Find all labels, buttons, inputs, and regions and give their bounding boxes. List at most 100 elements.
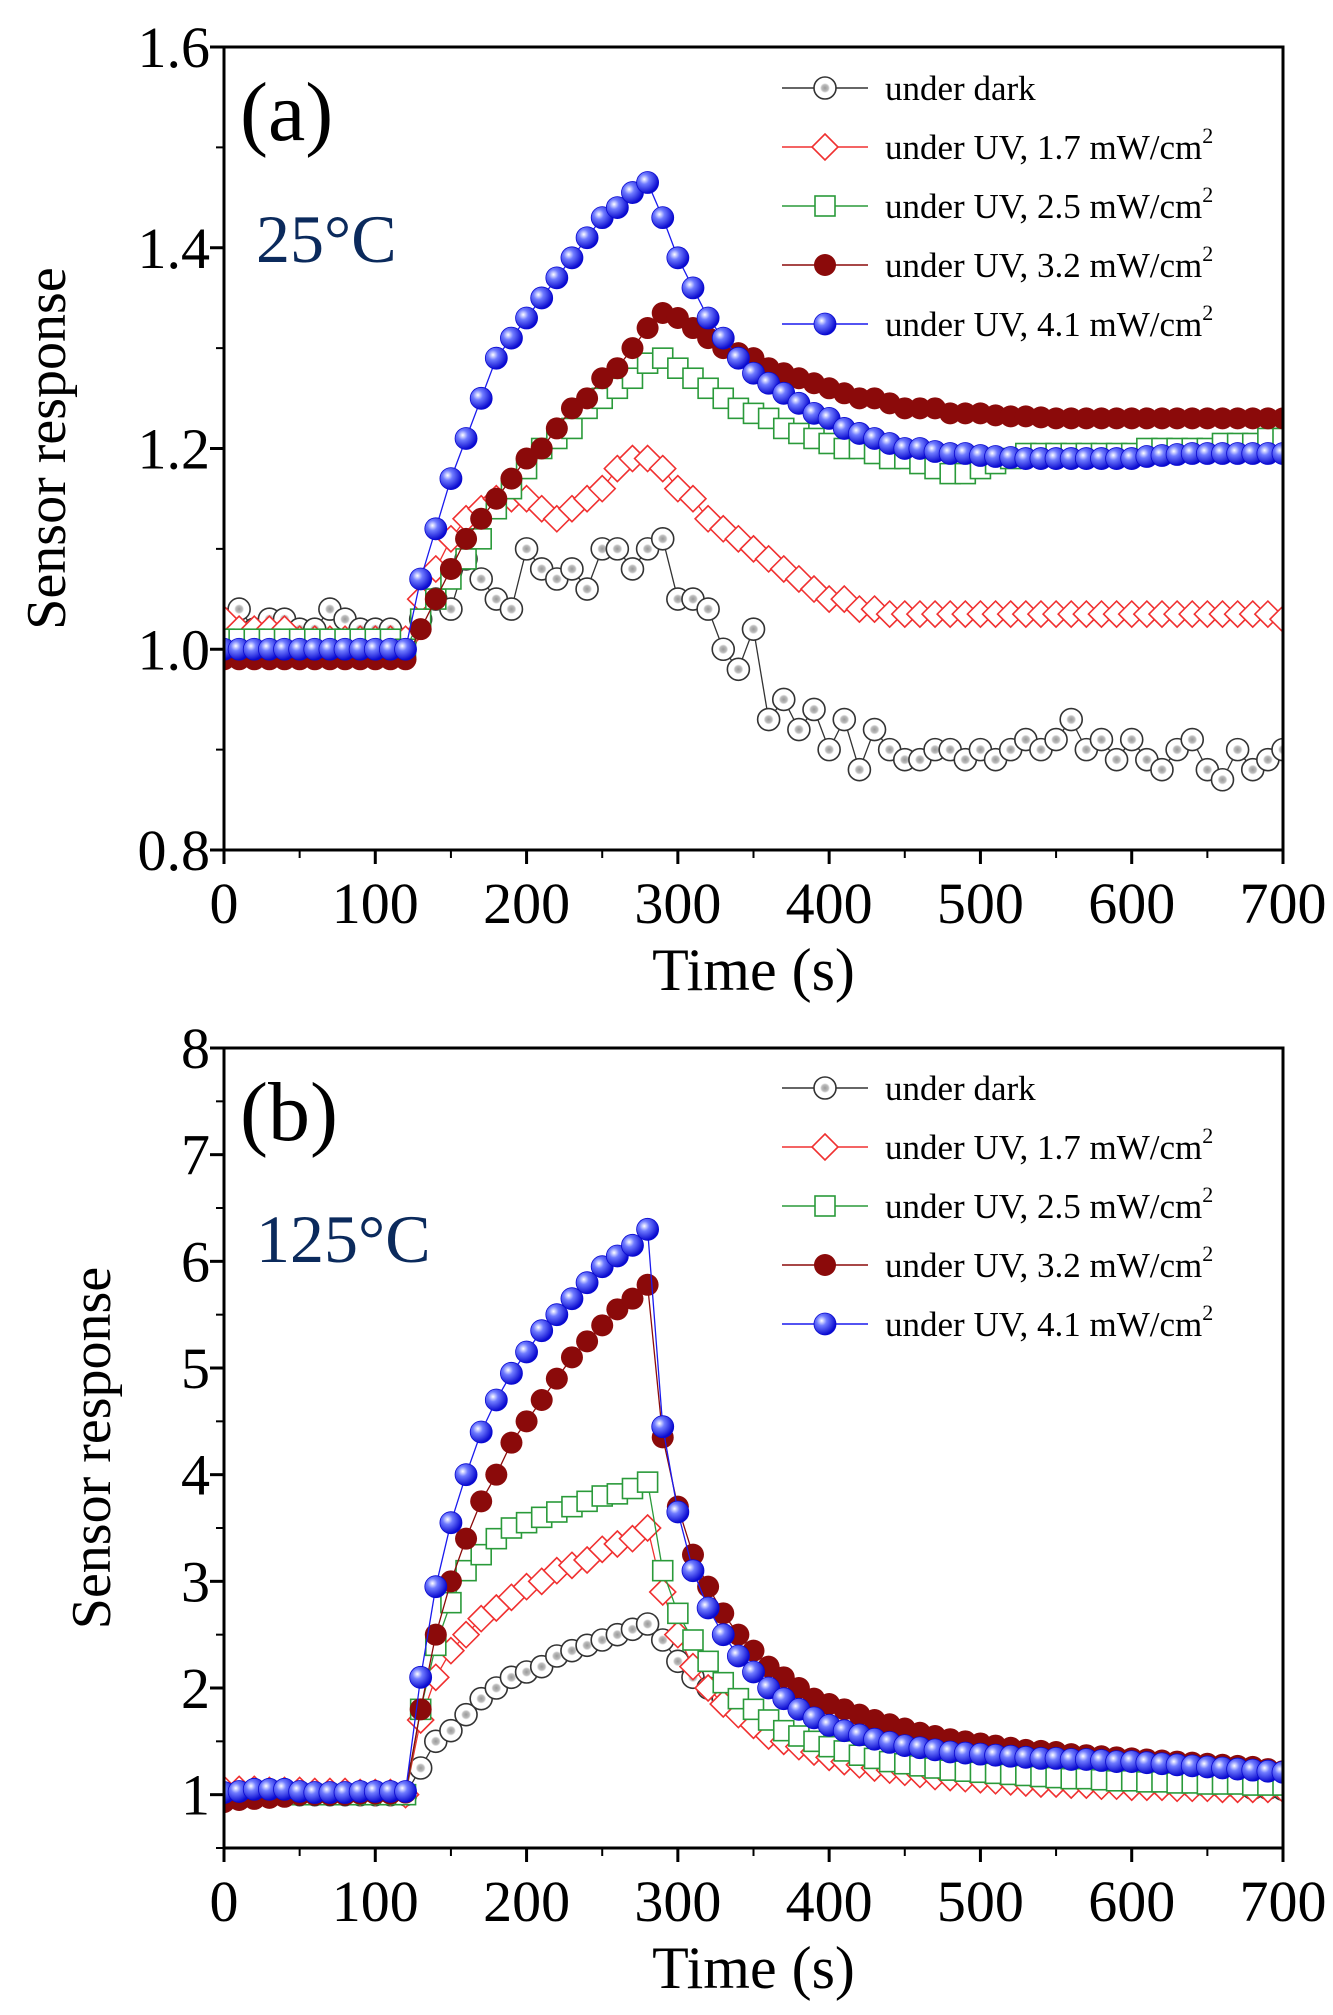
- data-point-circle: [409, 1698, 432, 1721]
- data-point-open-circle: [862, 717, 887, 742]
- legend-label: under UV, 4.1 mW/cm2: [885, 300, 1213, 344]
- data-point-circle: [908, 397, 931, 420]
- legend-label: under UV, 3.2 mW/cm2: [885, 1241, 1213, 1285]
- legend-label: under dark: [885, 1069, 1036, 1108]
- data-point-diamond: [1268, 605, 1283, 634]
- data-point-circle: [814, 254, 836, 276]
- data-point-circle: [485, 1463, 508, 1486]
- data-point-diamond: [648, 1577, 677, 1607]
- series-4: [224, 171, 1283, 661]
- data-point-open-circle: [1271, 737, 1283, 762]
- data-point-sphere: [711, 326, 735, 350]
- legend-item: under UV, 2.5 mW/cm2: [782, 1182, 1213, 1226]
- x-tick-label: 400: [786, 1869, 873, 1934]
- x-tick-label: 100: [332, 1869, 419, 1934]
- legend-item: under dark: [782, 1069, 1036, 1108]
- data-point-diamond: [588, 474, 617, 503]
- y-tick-label: 6: [181, 1229, 210, 1294]
- data-point-circle: [530, 437, 553, 460]
- data-point-sphere: [515, 306, 538, 330]
- data-point-square: [1272, 427, 1283, 450]
- y-tick-label: 4: [181, 1443, 210, 1508]
- data-point-circle: [1105, 407, 1128, 430]
- data-point-open-circle: [514, 537, 539, 561]
- data-point-circle: [999, 405, 1022, 428]
- data-point-circle: [939, 402, 962, 425]
- series-4: [224, 1217, 1283, 1804]
- data-point-circle: [1256, 407, 1279, 430]
- legend: under dark under UV, 1.7 mW/cm2 under UV, …: [782, 1069, 1213, 1344]
- data-point-sphere: [530, 286, 554, 310]
- data-point-diamond: [678, 484, 708, 513]
- data-point-open-circle: [813, 76, 837, 100]
- data-point-sphere: [726, 346, 750, 370]
- panel-label: (a): [240, 66, 333, 159]
- data-point-square: [814, 1195, 836, 1217]
- legend-item: under dark: [782, 69, 1036, 108]
- legend-item: under UV, 2.5 mW/cm2: [782, 182, 1213, 226]
- data-point-diamond: [224, 605, 239, 634]
- data-point-sphere: [666, 246, 690, 270]
- data-point-square: [455, 1559, 477, 1582]
- data-point-circle: [1241, 407, 1264, 430]
- x-axis-label: Time (s): [652, 1935, 855, 2001]
- data-point-open-circle: [560, 557, 584, 581]
- legend-item: under UV, 1.7 mW/cm2: [782, 123, 1213, 167]
- data-point-square: [1272, 1774, 1283, 1796]
- data-point-circle: [814, 1254, 836, 1276]
- temperature-annotation: 125°C: [256, 1201, 431, 1277]
- data-point-circle: [424, 1623, 447, 1646]
- data-point-circle: [485, 487, 508, 510]
- data-point-circle: [576, 387, 599, 410]
- data-point-sphere: [484, 1388, 508, 1412]
- data-point-square: [667, 1602, 689, 1625]
- data-point-sphere: [469, 386, 493, 410]
- data-point-sphere: [575, 1271, 599, 1295]
- data-point-circle: [954, 402, 977, 425]
- legend-superscript: 2: [1202, 123, 1213, 148]
- data-point-open-circle: [726, 657, 751, 682]
- data-point-sphere: [394, 1780, 417, 1803]
- data-point-sphere: [605, 196, 629, 220]
- data-point-circle: [697, 1575, 720, 1598]
- data-point-open-circle: [832, 707, 857, 732]
- data-point-sphere: [454, 427, 478, 450]
- x-tick-label: 0: [210, 871, 239, 936]
- y-axis-label: Sensor response: [61, 1267, 123, 1629]
- x-tick-label: 0: [210, 1869, 239, 1934]
- data-point-open-circle: [1180, 727, 1205, 752]
- legend-label: under UV, 1.7 mW/cm2: [885, 1123, 1213, 1167]
- x-tick-label: 200: [483, 1869, 570, 1934]
- data-point-sphere: [560, 246, 584, 270]
- legend-label: under UV, 3.2 mW/cm2: [885, 241, 1213, 285]
- data-point-open-circle: [847, 757, 872, 782]
- x-tick-label: 200: [483, 871, 570, 936]
- x-axis-label: Time (s): [652, 937, 855, 1003]
- x-tick-label: 700: [1240, 1869, 1327, 1934]
- data-point-open-circle: [575, 577, 599, 601]
- data-point-sphere: [711, 1623, 735, 1647]
- legend-label: under UV, 2.5 mW/cm2: [885, 1182, 1213, 1226]
- data-point-sphere: [560, 1287, 584, 1311]
- data-point-circle: [545, 417, 568, 440]
- data-point-square: [712, 1671, 735, 1694]
- data-point-sphere: [696, 1596, 720, 1620]
- panel-label: (b): [240, 1066, 338, 1159]
- x-tick-label: 600: [1088, 1869, 1175, 1934]
- data-point-open-circle: [620, 557, 645, 581]
- data-point-open-circle: [787, 717, 811, 742]
- data-point-sphere: [424, 1575, 448, 1599]
- data-point-open-circle: [605, 537, 630, 561]
- data-point-square: [682, 1629, 704, 1651]
- data-point-open-circle: [696, 597, 720, 621]
- data-point-sphere: [469, 1420, 493, 1444]
- x-tick-label: 500: [937, 1869, 1024, 1934]
- legend-item: under UV, 4.1 mW/cm2: [782, 1300, 1213, 1344]
- data-point-sphere: [651, 1415, 675, 1439]
- data-point-open-circle: [711, 637, 736, 662]
- data-point-diamond: [810, 1132, 840, 1162]
- series-0: [224, 527, 1283, 792]
- x-tick-label: 300: [634, 1869, 721, 1934]
- data-point-square: [470, 1543, 492, 1566]
- data-point-sphere: [484, 346, 508, 370]
